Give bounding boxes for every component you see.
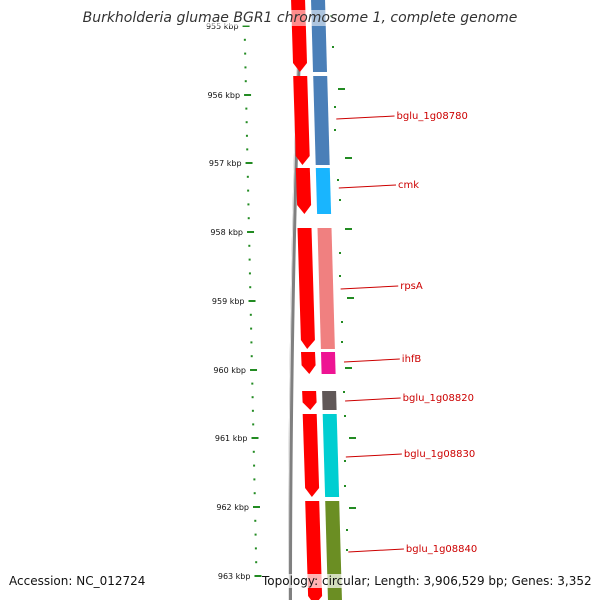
accession-text: Accession: NC_012724 <box>9 574 146 588</box>
tick-label: 962 kbp <box>216 503 249 512</box>
gene-label: bglu_1g08830 <box>404 449 475 460</box>
topology-text: Topology: circular; Length: 3,906,529 bp… <box>262 574 592 588</box>
gene-label: ihfB <box>402 354 422 365</box>
gene-label: rpsA <box>400 281 423 292</box>
gene-band <box>321 352 336 374</box>
gene-label-leader <box>336 115 395 120</box>
gene-band <box>322 391 337 410</box>
tick-label: 961 kbp <box>215 434 248 443</box>
major-ticks <box>242 25 356 577</box>
gene-arrow <box>293 76 310 165</box>
gene-label: cmk <box>398 180 419 191</box>
gene-band <box>317 228 335 349</box>
gene-arrow <box>302 391 317 410</box>
gene-label-leader <box>340 285 399 290</box>
gene-band <box>315 168 332 214</box>
gene-band <box>313 76 330 165</box>
gene-arrow <box>295 168 312 214</box>
tick-label: 955 kbp <box>206 22 239 31</box>
minor-ticks <box>243 15 348 564</box>
gene-arrow <box>302 414 320 497</box>
gene-arrow <box>297 228 315 349</box>
gene-label-leader <box>338 184 397 189</box>
gene-label: bglu_1g08820 <box>403 393 474 404</box>
tick-label: 963 kbp <box>218 572 251 581</box>
tick-label: 960 kbp <box>213 366 246 375</box>
tick-label: 956 kbp <box>207 91 240 100</box>
gene-label-leader <box>345 397 401 402</box>
map-title: Burkholderia glumae BGR1 chromosome 1, c… <box>0 10 600 26</box>
gene-label-leader <box>343 358 400 363</box>
tick-label: 959 kbp <box>212 297 245 306</box>
gene-arrow <box>301 352 316 374</box>
gene-arrows <box>291 0 323 600</box>
gene-label: bglu_1g08780 <box>397 111 468 122</box>
gene-label-leader <box>348 548 404 553</box>
tick-labels: 955 kbp 956 kbp 957 kbp 958 kbp 959 kbp 960 k… <box>206 22 251 581</box>
gene-band <box>322 414 340 497</box>
tick-label: 957 kbp <box>209 159 242 168</box>
gene-label-leader <box>345 453 402 458</box>
gene-label: bglu_1g08840 <box>406 544 477 555</box>
tick-label: 958 kbp <box>210 228 243 237</box>
